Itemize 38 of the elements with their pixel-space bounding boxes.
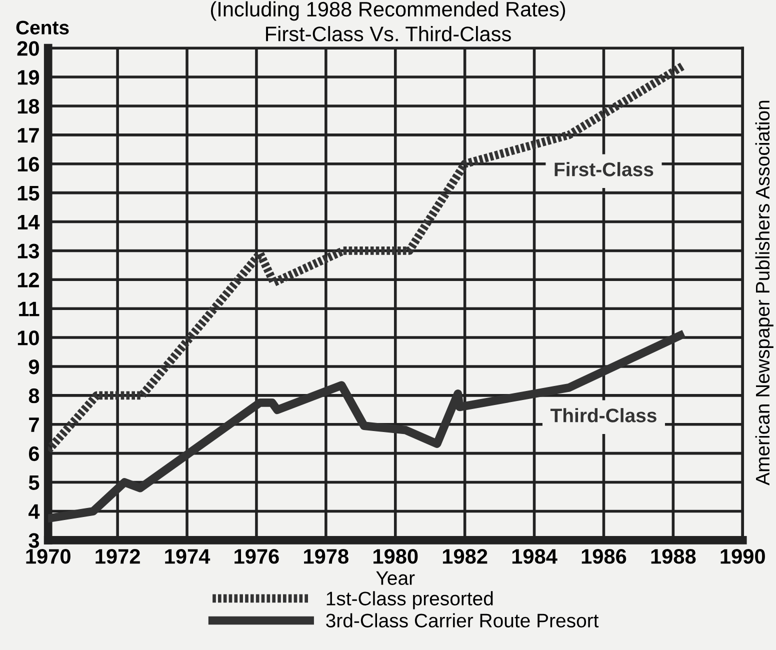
x-tick-label: 1978 (304, 549, 348, 564)
y-tick-label: 3 (28, 533, 40, 548)
x-tick-label: 1976 (234, 549, 279, 564)
y-axis-title: Cents (16, 20, 69, 34)
y-tick-label: 4 (28, 504, 40, 519)
y-tick-label: 12 (18, 272, 39, 288)
x-tick-label: 1970 (26, 549, 70, 564)
text: American Newspaper Publishers Association (755, 100, 774, 486)
y-tick-label: 8 (28, 388, 40, 404)
y-tick-label: 20 (17, 41, 39, 56)
y-tick-label: 13 (18, 244, 40, 258)
x-tick-label: 1972 (96, 549, 140, 564)
x-tick-label: 1988 (651, 549, 696, 564)
legend-label: 3rd-Class Carrier Route Presort (326, 613, 599, 628)
annotation: First-Class (554, 162, 654, 176)
chart-title: (Including 1988 Recommended Rates) (210, 1, 566, 21)
y-tick-label: 9 (28, 359, 40, 374)
y-tick-label: 14 (18, 214, 40, 230)
x-tick-label: 1982 (442, 549, 488, 564)
x-tick-label: 1974 (165, 549, 210, 564)
y-tick-label: 17 (18, 128, 39, 142)
y-tick-label: 19 (18, 70, 40, 85)
y-tick-label: 16 (18, 156, 40, 172)
y-tick-label: 18 (18, 98, 40, 114)
y-tick-label: 10 (18, 330, 39, 346)
legend-label: 1st-Class presorted (326, 591, 493, 610)
y-tick-label: 15 (18, 186, 40, 201)
y-tick-label: 6 (28, 446, 40, 462)
x-tick-label: 1980 (374, 549, 418, 564)
chart-subtitle: First-Class Vs. Third-Class (266, 26, 511, 42)
y-tick-label: 11 (19, 302, 40, 316)
y-tick-label: 7 (29, 418, 39, 432)
annotation: Third-Class (550, 408, 656, 422)
x-tick-label: 1986 (582, 549, 626, 564)
x-axis-title: Year (376, 571, 415, 585)
x-tick-label: 1984 (512, 549, 558, 564)
y-tick-label: 5 (28, 475, 40, 490)
x-tick-label: 1990 (720, 549, 765, 564)
